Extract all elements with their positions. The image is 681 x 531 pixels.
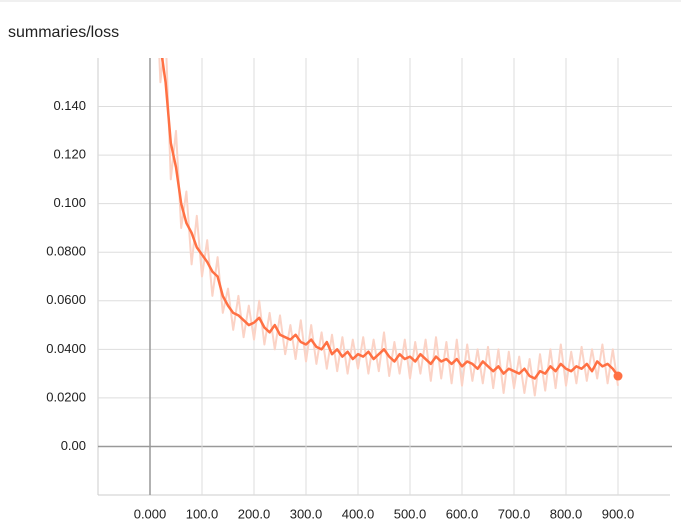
last-point xyxy=(613,371,623,381)
smoothed-line xyxy=(160,58,620,380)
y-tick-label: 0.0400 xyxy=(46,341,86,356)
raw-line xyxy=(158,58,619,397)
x-tick-label: 100.0 xyxy=(186,506,219,521)
x-tick-label: 900.0 xyxy=(602,506,635,521)
y-tick-label: 0.120 xyxy=(53,147,86,162)
y-tick-label: 0.100 xyxy=(53,195,86,210)
y-tick-label: 0.140 xyxy=(53,98,86,113)
x-tick-label: 200.0 xyxy=(238,506,271,521)
y-tick-label: 0.0200 xyxy=(46,389,86,404)
x-tick-label: 300.0 xyxy=(290,506,323,521)
y-tick-label: 0.00 xyxy=(61,438,86,453)
x-tick-label: 0.000 xyxy=(134,506,167,521)
x-tick-label: 700.0 xyxy=(498,506,531,521)
x-tick-label: 800.0 xyxy=(550,506,583,521)
x-tick-label: 400.0 xyxy=(342,506,375,521)
x-tick-label: 600.0 xyxy=(446,506,479,521)
y-tick-label: 0.0600 xyxy=(46,292,86,307)
y-tick-label: 0.0800 xyxy=(46,244,86,259)
x-tick-label: 500.0 xyxy=(394,506,427,521)
chart-title: summaries/loss xyxy=(8,24,119,41)
